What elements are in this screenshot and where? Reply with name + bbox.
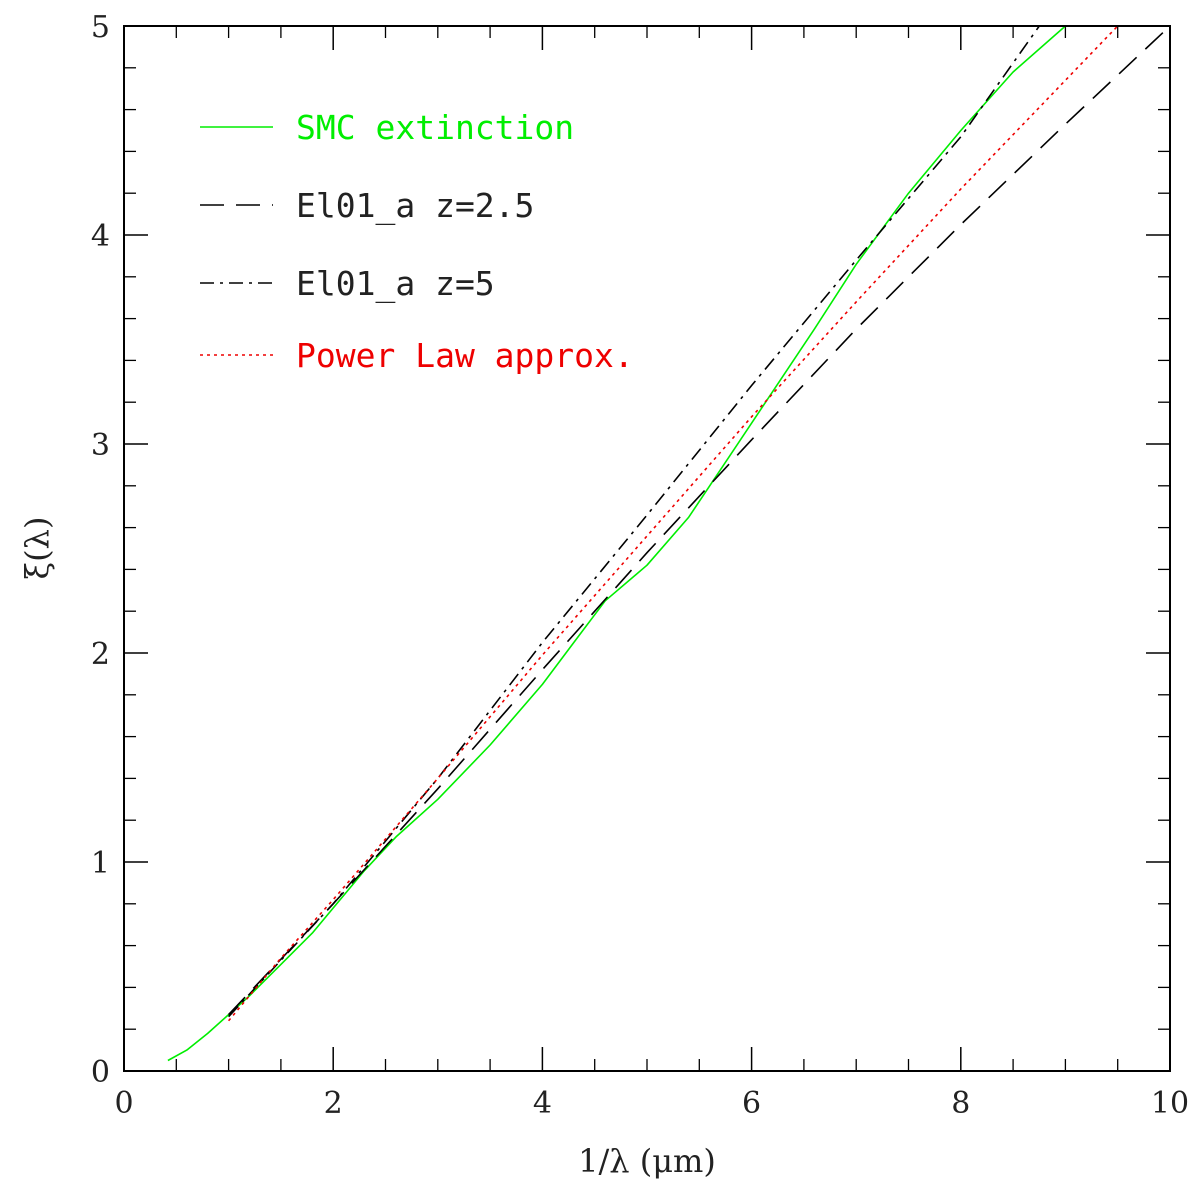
series-line-4 (227, 25, 1119, 1022)
x-axis-label: 1/λ (μm) (578, 1142, 716, 1180)
y-tick-label: 4 (91, 219, 110, 254)
legend-label-3: El01_a z=5 (296, 264, 495, 304)
x-tick-label: 2 (324, 1086, 343, 1121)
x-tick-label: 6 (742, 1086, 761, 1121)
y-tick-label: 5 (91, 10, 110, 45)
legend-label-2: El01_a z=2.5 (296, 186, 534, 226)
x-tick-label: 10 (1151, 1086, 1189, 1121)
tick-labels: 0 2 4 6 8 10 0 1 2 3 4 5 (91, 10, 1189, 1121)
series-line-1 (167, 25, 1066, 1062)
x-tick-label: 4 (533, 1086, 552, 1121)
series-line-3 (228, 25, 1040, 1018)
x-tick-label: 8 (951, 1086, 970, 1121)
major-ticks (123, 25, 1171, 1072)
series-line-2 (228, 25, 1171, 1016)
plot-frame (123, 25, 1171, 1072)
y-tick-label: 0 (91, 1055, 110, 1090)
series-layer (167, 25, 1171, 1062)
legend-label-1: SMC extinction (296, 108, 574, 147)
y-tick-label: 1 (91, 846, 110, 881)
legend-label-4: Power Law approx. (296, 336, 634, 375)
y-tick-label: 2 (91, 637, 110, 672)
y-axis-label: ξ(λ) (18, 517, 56, 580)
minor-ticks (124, 26, 1170, 1071)
x-tick-label: 0 (114, 1086, 133, 1121)
legend: SMC extinction El01_a z=2.5 El01_a z=5 Powe… (200, 108, 634, 375)
y-tick-label: 3 (91, 428, 110, 463)
